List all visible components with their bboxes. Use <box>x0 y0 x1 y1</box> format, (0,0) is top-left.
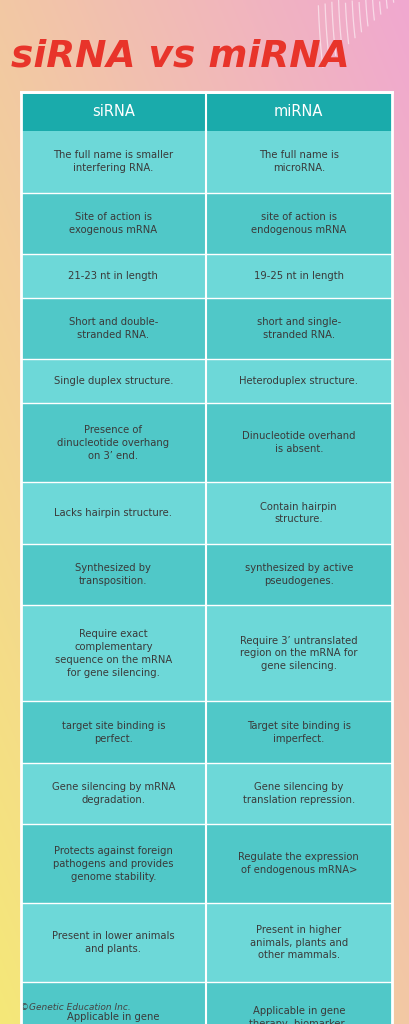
FancyBboxPatch shape <box>20 92 391 131</box>
Text: Regulate the expression
of endogenous mRNA>: Regulate the expression of endogenous mR… <box>238 852 358 876</box>
FancyBboxPatch shape <box>20 982 391 1024</box>
Text: Presence of
dinucleotide overhang
on 3’ end.: Presence of dinucleotide overhang on 3’ … <box>57 425 169 461</box>
Text: Target site binding is
imperfect.: Target site binding is imperfect. <box>246 721 350 743</box>
Text: ©Genetic Education Inc.: ©Genetic Education Inc. <box>20 1002 131 1012</box>
Text: short and single-
stranded RNA.: short and single- stranded RNA. <box>256 317 340 340</box>
Text: siRNA vs miRNA: siRNA vs miRNA <box>11 38 349 75</box>
FancyBboxPatch shape <box>20 763 391 824</box>
Text: Require exact
complementary
sequence on the mRNA
for gene silencing.: Require exact complementary sequence on … <box>54 629 171 678</box>
Text: Short and double-
stranded RNA.: Short and double- stranded RNA. <box>68 317 157 340</box>
Text: Applicable in gene
therapy as a therapeutic
marker.: Applicable in gene therapy as a therapeu… <box>52 1013 175 1024</box>
Text: Dinucleotide overhand
is absent.: Dinucleotide overhand is absent. <box>241 431 355 455</box>
Text: The full name is
microRNA.: The full name is microRNA. <box>258 151 338 173</box>
FancyBboxPatch shape <box>20 903 391 982</box>
Text: miRNA: miRNA <box>274 104 323 119</box>
FancyBboxPatch shape <box>20 193 391 254</box>
Text: Single duplex structure.: Single duplex structure. <box>54 377 173 386</box>
Text: 21-23 nt in length: 21-23 nt in length <box>68 271 158 281</box>
Text: Contain hairpin
structure.: Contain hairpin structure. <box>260 502 336 524</box>
Text: siRNA: siRNA <box>92 104 135 119</box>
Text: Protects against foreign
pathogens and provides
genome stability.: Protects against foreign pathogens and p… <box>53 846 173 882</box>
Text: target site binding is
perfect.: target site binding is perfect. <box>61 721 164 743</box>
Text: Lacks hairpin structure.: Lacks hairpin structure. <box>54 508 172 518</box>
Text: Site of action is
exogenous mRNA: Site of action is exogenous mRNA <box>69 212 157 234</box>
Text: The full name is smaller
interfering RNA.: The full name is smaller interfering RNA… <box>53 151 173 173</box>
FancyBboxPatch shape <box>20 359 391 403</box>
FancyBboxPatch shape <box>20 605 391 701</box>
Text: site of action is
endogenous mRNA: site of action is endogenous mRNA <box>250 212 346 234</box>
FancyBboxPatch shape <box>20 544 391 605</box>
FancyBboxPatch shape <box>20 482 391 544</box>
Text: Gene silencing by
translation repression.: Gene silencing by translation repression… <box>242 782 354 805</box>
Text: synthesized by active
pseudogenes.: synthesized by active pseudogenes. <box>244 563 352 586</box>
FancyBboxPatch shape <box>20 403 391 482</box>
Text: Require 3’ untranslated
region on the mRNA for
gene silencing.: Require 3’ untranslated region on the mR… <box>239 636 357 671</box>
Text: Applicable in gene
therapy, biomarker,
drug target and
diagnosis.: Applicable in gene therapy, biomarker, d… <box>249 1006 347 1024</box>
FancyBboxPatch shape <box>20 298 391 359</box>
Text: Present in higher
animals, plants and
other mammals.: Present in higher animals, plants and ot… <box>249 925 347 961</box>
FancyBboxPatch shape <box>20 701 391 763</box>
Text: Present in lower animals
and plants.: Present in lower animals and plants. <box>52 931 174 954</box>
Text: Gene silencing by mRNA
degradation.: Gene silencing by mRNA degradation. <box>52 782 175 805</box>
Text: Heteroduplex structure.: Heteroduplex structure. <box>239 377 357 386</box>
Text: Synthesized by
transposition.: Synthesized by transposition. <box>75 563 151 586</box>
Text: 19-25 nt in length: 19-25 nt in length <box>253 271 343 281</box>
FancyBboxPatch shape <box>20 254 391 298</box>
FancyBboxPatch shape <box>20 131 391 193</box>
FancyBboxPatch shape <box>20 824 391 903</box>
